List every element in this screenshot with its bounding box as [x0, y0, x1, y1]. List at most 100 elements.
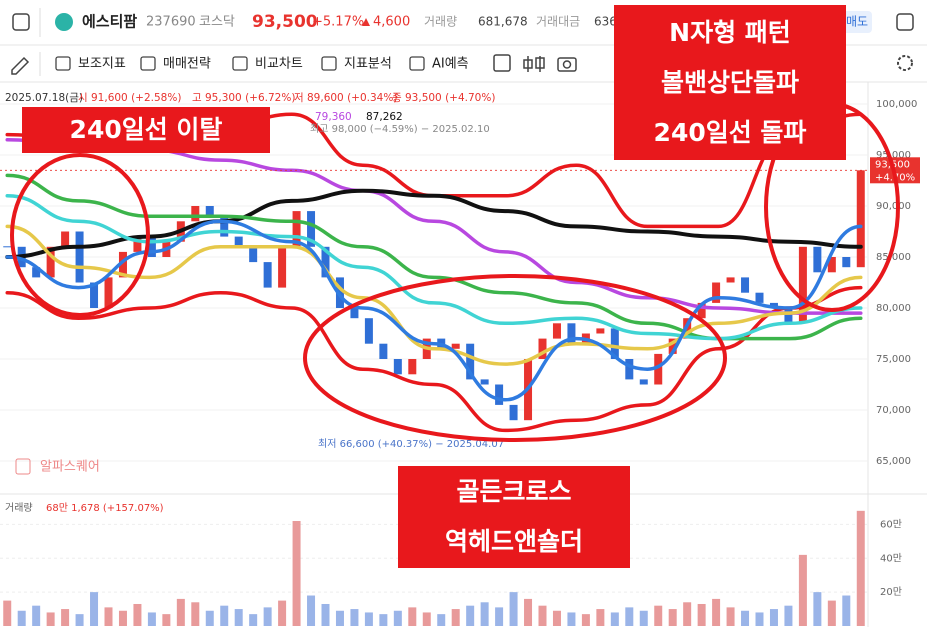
draw-icon[interactable]	[11, 56, 30, 75]
volume-bar	[466, 605, 475, 626]
volume-tick-label: 40만	[880, 552, 902, 564]
volume-bar	[639, 610, 648, 626]
toolbar-item[interactable]: 비교차트	[255, 57, 303, 72]
info-close: 종 93,500 (+4.70%)	[392, 92, 495, 104]
highlight-ellipse	[10, 153, 150, 317]
candle	[408, 359, 417, 375]
volume-bar	[451, 609, 460, 626]
toolbar-item[interactable]: 매매전략	[163, 57, 211, 72]
brand: 알파스퀘어	[40, 460, 100, 475]
stock-name: 에스티팜	[82, 13, 137, 31]
volume-bar	[364, 612, 373, 626]
panel-icon[interactable]	[12, 13, 30, 31]
candle	[639, 379, 648, 385]
candle	[75, 231, 84, 283]
volume-bar	[495, 607, 504, 626]
volume-bar	[379, 614, 388, 626]
toolbar-icon[interactable]	[55, 56, 71, 71]
candle-icon[interactable]	[523, 56, 545, 72]
candle	[668, 338, 677, 354]
candle	[509, 404, 518, 421]
candle	[191, 206, 200, 222]
volume-bar	[697, 603, 706, 626]
chart-type-icon[interactable]	[493, 54, 511, 72]
candle	[220, 216, 229, 237]
volume-bar	[46, 612, 55, 626]
candle	[741, 277, 750, 293]
overlay: 240일선 이탈 N자형 패턴 볼밴상단돌파 240일선 돌파 골든크로스 역헤…	[10, 5, 900, 568]
volume-bar	[61, 609, 70, 626]
panel-icon[interactable]	[896, 13, 914, 31]
candle	[364, 318, 373, 344]
y-tick-label: 85,000	[876, 252, 911, 263]
volume-bar	[3, 600, 12, 626]
volume-bar	[552, 610, 561, 626]
candle	[813, 246, 822, 273]
stock-code: 237690	[146, 15, 196, 30]
volume-bar	[813, 592, 822, 626]
volume-bar	[393, 610, 402, 626]
candle	[697, 302, 706, 319]
candle	[827, 257, 836, 273]
toolbar-icon[interactable]	[140, 56, 156, 71]
indicator-line	[5, 219, 863, 402]
toolbar-icon[interactable]	[409, 56, 425, 71]
candle	[379, 343, 388, 359]
volume-bar	[538, 605, 547, 626]
candle	[249, 246, 258, 263]
brand-icon	[15, 458, 31, 475]
volume-label: 거래량	[424, 15, 457, 29]
y-tick-label: 65,000	[876, 456, 911, 467]
volume-bar	[350, 609, 359, 626]
volume-bar	[263, 607, 272, 626]
toolbar-item[interactable]: AI예측	[432, 57, 469, 72]
volume-bar	[741, 610, 750, 626]
volume-bar	[191, 602, 200, 626]
volume-bar	[75, 614, 84, 626]
volume-bar	[827, 600, 836, 626]
candle	[654, 353, 663, 385]
ma-label: 79,360	[315, 111, 352, 123]
volume-bar	[784, 605, 793, 626]
candle	[567, 323, 576, 344]
indicator-line	[5, 224, 863, 366]
candle	[755, 292, 764, 303]
amount-label: 거래대금	[536, 15, 580, 29]
toolbar-icon[interactable]	[321, 56, 337, 71]
up-arrow	[362, 18, 370, 26]
y-tick-label: 75,000	[876, 354, 911, 365]
change: 4,600	[373, 15, 410, 30]
info-date: 2025.07.18(금)	[5, 92, 83, 104]
volume-bar	[90, 592, 99, 626]
candle	[856, 170, 865, 268]
volume-bar	[437, 614, 446, 626]
ma-label: 87,262	[366, 111, 403, 123]
candle	[307, 211, 316, 247]
toolbar: 보조지표 매매전략 비교차트 지표분석 AI예측	[55, 56, 469, 72]
volume-bar	[668, 609, 677, 626]
toolbar-item[interactable]: 보조지표	[78, 57, 126, 72]
candle	[234, 236, 243, 247]
camera-icon[interactable]	[557, 57, 577, 72]
toolbar-item[interactable]: 지표분석	[344, 57, 392, 72]
volume: 681,678	[478, 15, 528, 29]
volume-bar	[408, 607, 417, 626]
candle	[552, 323, 561, 339]
volume-bar	[755, 612, 764, 626]
volume-bar	[480, 602, 489, 626]
volume-bar	[118, 610, 127, 626]
volume-bar	[307, 595, 316, 626]
volume-bar	[769, 609, 778, 626]
info-low: 저 89,600 (+0.34%)	[294, 92, 397, 104]
candle	[480, 379, 489, 385]
volume-bar	[104, 607, 113, 626]
indicator-line	[5, 285, 863, 433]
volume-title: 거래량	[5, 502, 33, 514]
volume-bar	[220, 605, 229, 626]
settings-icon[interactable]	[897, 55, 913, 71]
toolbar-icon[interactable]	[232, 56, 248, 71]
candle	[451, 343, 460, 349]
candle	[842, 257, 851, 268]
y-tick-label: 95,000	[876, 150, 911, 161]
volume-bar	[683, 602, 692, 626]
